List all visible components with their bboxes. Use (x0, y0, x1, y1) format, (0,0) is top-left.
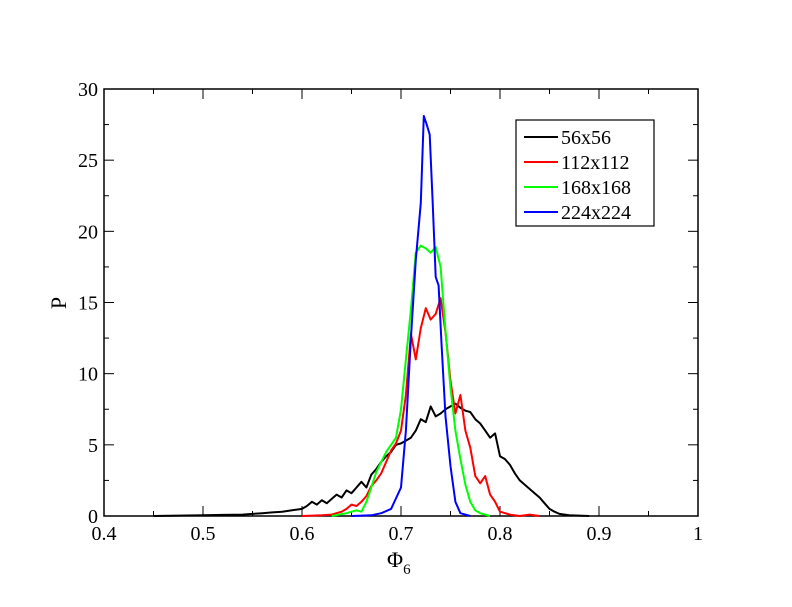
y-tick-label: 30 (78, 79, 98, 101)
y-axis-label: P (46, 297, 71, 309)
x-tick-labels: 0.4 0.5 0.6 0.7 0.8 0.9 1 (92, 523, 704, 545)
series-group (153, 115, 590, 517)
y-tick-label: 0 (88, 506, 98, 528)
y-tick-label: 15 (78, 293, 98, 315)
x-tick-label: 0.8 (488, 523, 513, 545)
series-line-56x56 (153, 402, 590, 517)
legend: 56x56 112x112 168x168 224x224 (515, 119, 655, 227)
legend-label: 224x224 (561, 202, 631, 224)
series-line-224x224 (351, 115, 471, 517)
y-tick-label: 5 (88, 435, 98, 457)
x-tick-label: 0.9 (587, 523, 612, 545)
legend-label: 112x112 (561, 152, 630, 174)
x-tick-label: 1 (693, 523, 703, 545)
y-tick-label: 25 (78, 150, 98, 172)
x-tick-label: 0.4 (92, 523, 117, 545)
legend-label: 56x56 (561, 127, 611, 149)
y-tick-label: 10 (78, 364, 98, 386)
series-line-168x168 (331, 244, 491, 517)
y-tick-labels: 0 5 10 15 20 25 30 (78, 79, 98, 528)
y-tick-label: 20 (78, 221, 98, 243)
x-axis-label: Φ6 (387, 547, 411, 578)
x-tick-label: 0.6 (290, 523, 315, 545)
legend-label: 168x168 (561, 177, 631, 199)
x-tick-label: 0.7 (389, 523, 414, 545)
series-line-112x112 (301, 297, 540, 517)
axis-ticks (103, 88, 699, 517)
x-tick-label: 0.5 (191, 523, 216, 545)
legend-items: 56x56 112x112 168x168 224x224 (524, 127, 631, 224)
